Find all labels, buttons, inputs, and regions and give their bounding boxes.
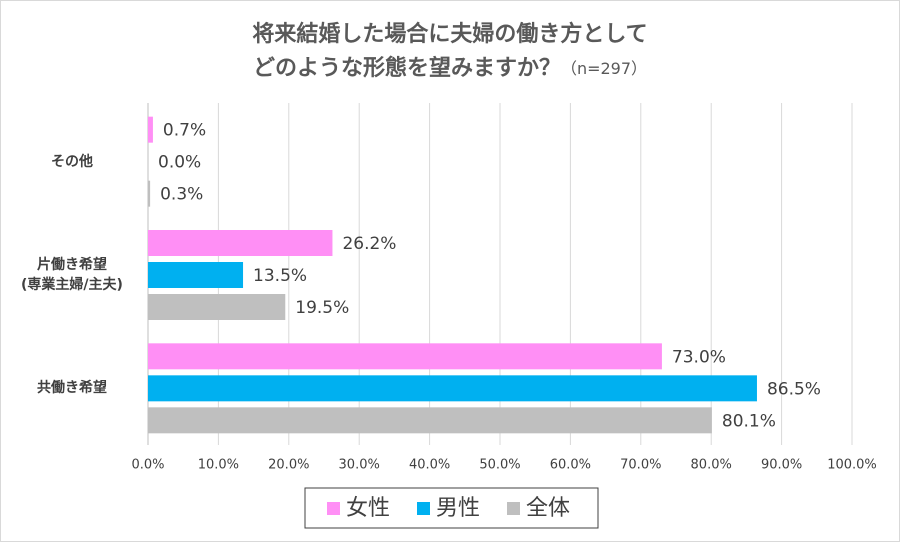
x-tick-label: 30.0% bbox=[339, 458, 380, 473]
bar bbox=[148, 407, 712, 434]
legend-swatch bbox=[327, 502, 340, 515]
legend-box bbox=[304, 487, 599, 529]
bar bbox=[148, 230, 333, 256]
data-label: 13.5% bbox=[253, 266, 307, 286]
legend-label: 女性 bbox=[346, 496, 390, 521]
bar bbox=[148, 116, 153, 143]
x-tick-label: 50.0% bbox=[479, 458, 520, 473]
bar bbox=[148, 180, 151, 207]
legend-label: 男性 bbox=[436, 496, 480, 521]
data-label: 19.5% bbox=[295, 298, 349, 318]
legend-swatch bbox=[417, 502, 430, 515]
chart-subtitle: （n=297） bbox=[561, 59, 647, 78]
x-tick-label: 100.0% bbox=[827, 458, 877, 473]
data-label: 80.1% bbox=[722, 411, 776, 431]
bar bbox=[148, 375, 757, 402]
y-tick-label: 片働き希望 (専業主婦/主夫) bbox=[21, 257, 123, 293]
x-tick-label: 90.0% bbox=[761, 458, 802, 473]
data-label: 86.5% bbox=[767, 379, 821, 399]
y-tick-label: その他 bbox=[51, 153, 93, 170]
chart-title: 将来結婚した場合に夫婦の働き方として bbox=[252, 21, 647, 47]
bar bbox=[148, 343, 662, 370]
data-label: 0.0% bbox=[158, 153, 201, 173]
y-tick-label: 共働き希望 bbox=[37, 380, 107, 397]
x-tick-label: 40.0% bbox=[409, 458, 450, 473]
legend-swatch bbox=[507, 502, 520, 515]
chart-title: どのような形態を望みますか？（n=297） bbox=[253, 55, 647, 81]
x-tick-label: 20.0% bbox=[268, 458, 309, 473]
data-label: 26.2% bbox=[342, 234, 396, 254]
data-label: 73.0% bbox=[672, 347, 726, 367]
bar bbox=[148, 294, 286, 320]
data-label: 0.3% bbox=[160, 185, 203, 205]
legend-label: 全体 bbox=[526, 496, 570, 521]
chart-title: どのような形態を望みますか？ bbox=[253, 55, 561, 81]
bar bbox=[148, 262, 244, 288]
x-tick-label: 80.0% bbox=[691, 458, 732, 473]
x-tick-label: 0.0% bbox=[131, 458, 164, 473]
x-tick-label: 10.0% bbox=[198, 458, 239, 473]
data-label: 0.7% bbox=[163, 121, 206, 141]
x-tick-label: 70.0% bbox=[620, 458, 661, 473]
x-tick-label: 60.0% bbox=[550, 458, 591, 473]
